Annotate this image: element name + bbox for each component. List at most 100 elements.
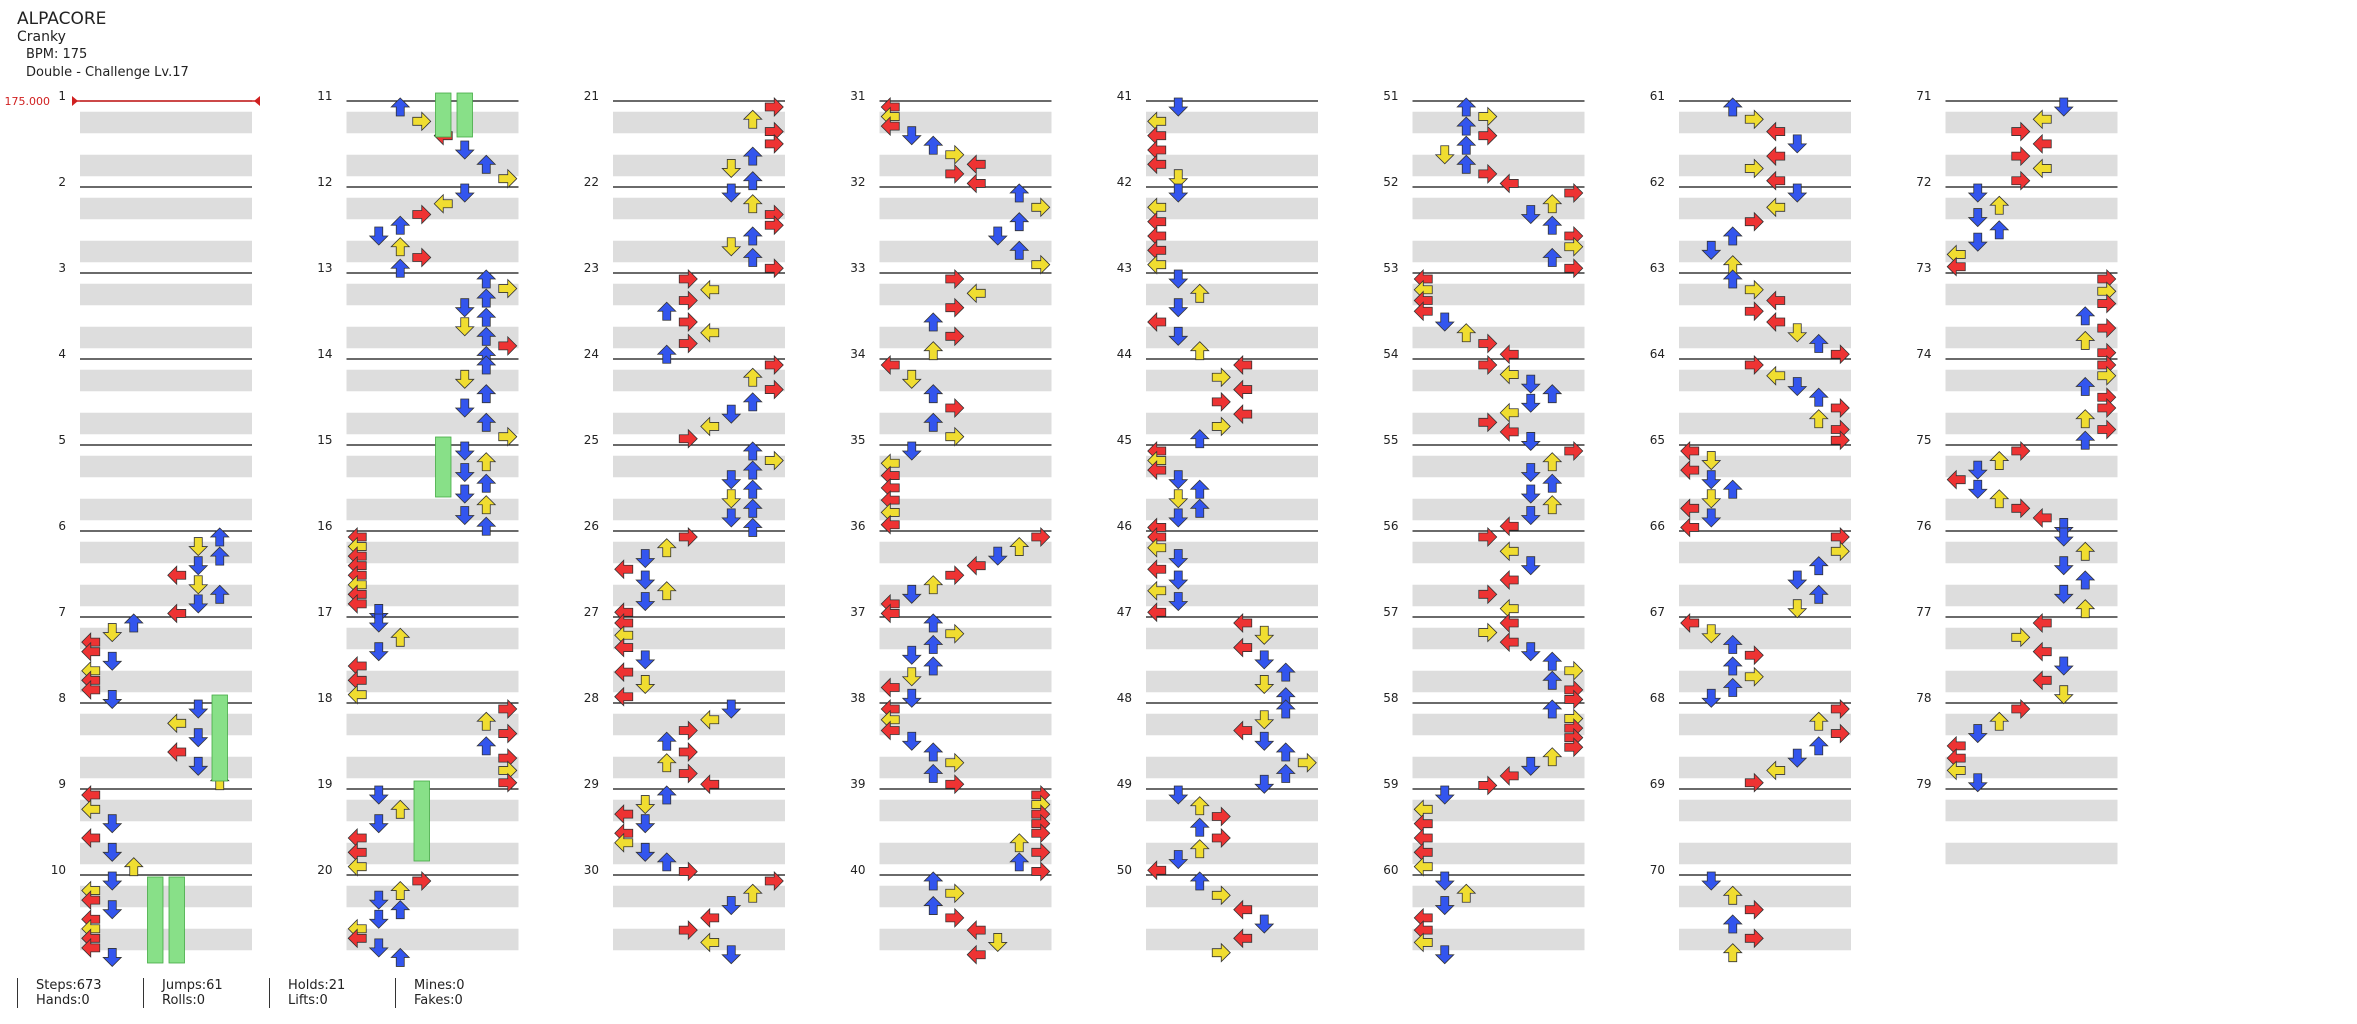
note-arrow <box>1233 899 1253 920</box>
note-arrow <box>742 883 763 903</box>
note-arrow <box>2032 641 2052 662</box>
beat-shade <box>879 369 1052 392</box>
note-arrow <box>923 634 944 654</box>
note-arrow <box>1233 613 1253 633</box>
beat-shade <box>346 713 519 736</box>
measure-number: 37 <box>850 605 865 619</box>
beat-shade <box>1412 756 1585 779</box>
note-arrow <box>635 795 656 815</box>
beat-shade <box>613 713 785 736</box>
beat-shade <box>80 111 252 134</box>
note-arrow <box>1701 624 1722 644</box>
beat-shade <box>1146 154 1318 177</box>
note-arrow <box>1254 774 1275 794</box>
note-arrow <box>987 546 1008 566</box>
beat-shade <box>879 885 1052 908</box>
note-arrow <box>764 379 784 400</box>
note-arrow <box>1499 173 1519 194</box>
note-arrow <box>945 883 965 904</box>
beat-shade <box>879 627 1052 650</box>
note-arrow <box>966 555 986 576</box>
measure-number: 15 <box>317 433 332 447</box>
note-arrow <box>945 398 965 418</box>
note-arrow <box>454 317 475 337</box>
measure-number: 13 <box>317 261 332 275</box>
note-arrow <box>1830 699 1850 719</box>
note-arrow <box>923 763 944 783</box>
beat-shade <box>1412 154 1585 177</box>
note-arrow <box>2032 133 2052 154</box>
note-arrow <box>1564 441 1584 461</box>
note-arrow <box>476 288 497 308</box>
note-arrow <box>700 709 720 730</box>
measure-number: 48 <box>1117 691 1132 705</box>
note-arrow <box>764 450 784 471</box>
note-arrow <box>1830 344 1850 365</box>
note-arrow <box>1168 470 1189 490</box>
note-arrow <box>945 907 965 928</box>
note-arrow <box>1808 333 1829 353</box>
measure-number: 66 <box>1650 519 1665 533</box>
beat-shade <box>80 455 252 478</box>
note-arrow <box>635 570 656 590</box>
note-arrow <box>1808 584 1829 604</box>
note-arrow <box>1499 402 1519 423</box>
beat-shade <box>879 197 1052 220</box>
measure-number: 69 <box>1650 777 1665 791</box>
beat-shade <box>80 713 252 736</box>
note-arrow <box>1766 170 1786 191</box>
note-arrow <box>1989 489 2010 509</box>
beat-shade <box>879 713 1052 736</box>
note-arrow <box>1499 613 1519 633</box>
note-arrow <box>742 392 763 412</box>
note-arrow <box>1989 220 2010 240</box>
beat-shade <box>80 326 252 349</box>
note-arrow <box>1722 943 1743 963</box>
note-arrow <box>498 278 518 299</box>
measure-number: 72 <box>1916 175 1931 189</box>
note-arrow <box>923 412 944 432</box>
note-arrow <box>1211 806 1231 827</box>
note-arrow <box>1233 379 1253 400</box>
beat-shade <box>1146 885 1318 908</box>
note-arrow <box>1967 183 1988 203</box>
note-arrow <box>209 527 230 547</box>
measure-number: 43 <box>1117 261 1132 275</box>
note-arrow <box>2011 699 2031 719</box>
note-arrow <box>1434 785 1455 805</box>
note-arrow <box>476 452 497 472</box>
note-arrow <box>635 650 656 670</box>
note-arrow <box>764 133 784 154</box>
note-arrow <box>1254 731 1275 751</box>
beat-shade <box>1412 584 1585 607</box>
note-arrow <box>1211 367 1231 388</box>
beat-shade <box>346 885 519 908</box>
note-arrow <box>476 154 497 174</box>
beat-shade <box>1945 369 2118 392</box>
note-arrow <box>678 290 698 311</box>
note-arrow <box>721 896 742 916</box>
beat-shade <box>80 498 252 521</box>
note-arrow <box>1147 154 1167 175</box>
beat-shade <box>346 670 519 693</box>
beat-shade <box>1146 326 1318 349</box>
beat-shade <box>879 584 1052 607</box>
note-arrow <box>1478 106 1498 127</box>
hold-body <box>435 92 452 138</box>
note-arrow <box>1413 856 1433 877</box>
note-arrow <box>1808 387 1829 407</box>
note-arrow <box>1233 637 1253 658</box>
note-arrow <box>368 613 389 633</box>
note-arrow <box>1830 430 1850 451</box>
note-arrow <box>498 723 518 744</box>
note-arrow <box>1808 409 1829 429</box>
note-arrow <box>1211 416 1231 437</box>
measure-number: 41 <box>1117 89 1132 103</box>
note-arrow <box>1189 839 1210 859</box>
measure-number: 1 <box>58 89 66 103</box>
beat-shade <box>1945 842 2118 865</box>
measure-number: 21 <box>584 89 599 103</box>
measure-number: 42 <box>1117 175 1132 189</box>
note-arrow <box>1946 469 1966 490</box>
stat-rolls: Rolls:0 <box>162 993 206 1008</box>
